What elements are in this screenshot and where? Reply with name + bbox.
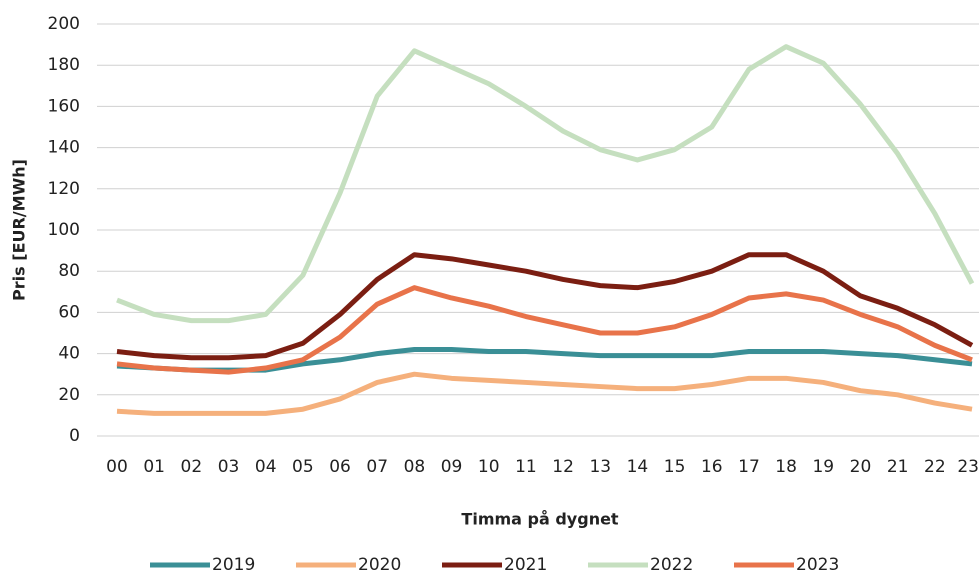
x-tick-label: 04	[255, 457, 277, 477]
line	[116, 252, 974, 361]
x-tick-label: 06	[329, 457, 351, 477]
x-tick-label: 02	[181, 457, 203, 477]
x-tick-label: 03	[218, 457, 240, 477]
x-tick-label: 20	[850, 457, 872, 477]
x-tick-label: 07	[366, 457, 388, 477]
x-tick-label: 12	[552, 457, 574, 477]
x-tick-label: 15	[664, 457, 686, 477]
x-tick-label: 13	[589, 457, 611, 477]
x-tick-label: 22	[924, 457, 946, 477]
y-tick-label: 120	[48, 179, 80, 199]
y-tick-label: 100	[48, 220, 80, 240]
x-tick-label: 00	[106, 457, 128, 477]
x-tick-label: 10	[478, 457, 500, 477]
x-tick-label: 17	[738, 457, 760, 477]
line	[116, 346, 973, 373]
y-tick-label: 0	[69, 426, 80, 446]
x-tick-label: 01	[143, 457, 165, 477]
y-tick-label: 180	[48, 55, 80, 75]
legend-label: 2021	[504, 555, 547, 574]
line	[116, 44, 975, 324]
y-tick-label: 200	[48, 14, 80, 34]
line	[116, 371, 973, 416]
legend-label: 2023	[796, 555, 839, 574]
y-axis-title: Pris [EUR/MWh]	[10, 159, 29, 301]
x-tick-label: 09	[441, 457, 463, 477]
legend-label: 2019	[212, 555, 255, 574]
x-axis-title: Timma på dygnet	[461, 510, 619, 529]
legend-label: 2020	[358, 555, 401, 574]
y-tick-label: 60	[58, 302, 80, 322]
legend-label: 2022	[650, 555, 693, 574]
x-tick-label: 16	[701, 457, 723, 477]
y-tick-label: 20	[58, 385, 80, 405]
x-tick-label: 18	[775, 457, 797, 477]
x-tick-label: 11	[515, 457, 537, 477]
x-tick-label: 08	[404, 457, 426, 477]
x-tick-label: 19	[812, 457, 834, 477]
y-tick-label: 160	[48, 96, 80, 116]
x-tick-label: 05	[292, 457, 314, 477]
y-tick-label: 140	[48, 138, 80, 158]
x-tick-label: 21	[887, 457, 909, 477]
line	[116, 285, 973, 375]
x-tick-label: 23	[957, 457, 979, 477]
y-tick-label: 80	[58, 261, 80, 281]
y-tick-label: 40	[58, 344, 80, 364]
x-tick-label: 14	[627, 457, 649, 477]
